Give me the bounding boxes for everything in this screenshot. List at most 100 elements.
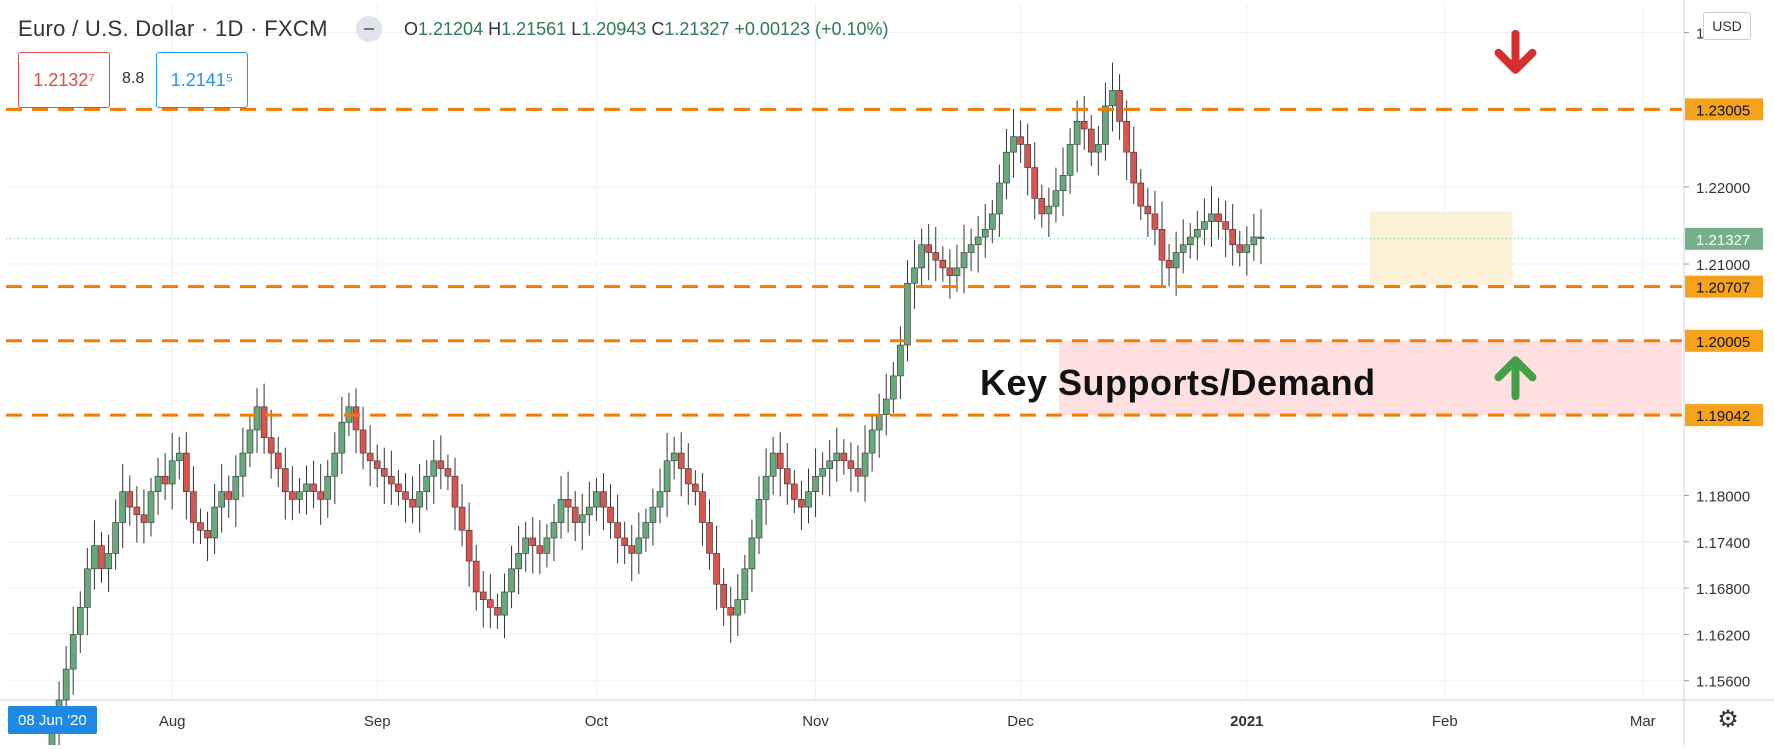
candle-body (741, 568, 749, 600)
low-label: L (571, 19, 582, 39)
candle-body (105, 553, 112, 570)
candle-body (197, 522, 204, 531)
candle-body (494, 607, 501, 616)
time-tick-label: Sep (364, 713, 391, 730)
candle-body (338, 421, 346, 454)
candle-body (656, 491, 664, 508)
candle-body (1010, 136, 1017, 153)
candle-body (684, 468, 692, 485)
open-value: 1.21204 (418, 19, 484, 39)
candle-body (776, 452, 784, 469)
current-price-tag (1685, 227, 1763, 250)
candle-body (487, 599, 494, 608)
candle-body (1243, 244, 1251, 253)
price-tick-label: 1.15600 (1696, 674, 1750, 691)
level-price-tag (1685, 329, 1763, 352)
price-tick-label: 1.16800 (1696, 581, 1750, 598)
candle-body (642, 522, 650, 539)
candle-body (388, 475, 395, 485)
time-axis[interactable]: Aug Sep Oct Nov Dec 2021 Feb Mar (159, 713, 1656, 730)
candle-body (218, 491, 225, 508)
candle-body (699, 491, 706, 523)
candle-body (352, 406, 360, 431)
candle-body (119, 491, 126, 523)
candle-body (1229, 229, 1236, 246)
candle-body (946, 267, 954, 276)
candle-body (1208, 213, 1215, 222)
candle-body (479, 591, 487, 600)
candle-body (1024, 144, 1031, 168)
collapse-icon[interactable] (356, 16, 382, 42)
candle-body (670, 452, 678, 462)
candle-body (310, 483, 317, 492)
sell-button[interactable]: 1.2132⁷ (18, 52, 110, 108)
candle-body (140, 514, 148, 523)
candle-body (416, 491, 423, 508)
currency-button[interactable]: USD (1703, 12, 1751, 40)
level-price-tag (1685, 275, 1763, 298)
candle-body (953, 267, 961, 276)
candle-body (677, 452, 685, 469)
candle-body (692, 483, 699, 492)
candle-body (458, 506, 466, 531)
candle-body (861, 452, 869, 477)
candle-body (1257, 236, 1265, 239)
candle-body (1038, 198, 1046, 215)
candle-body (1186, 236, 1194, 246)
candle-body (904, 283, 911, 346)
candle-body (168, 460, 176, 485)
candle-body (331, 452, 339, 477)
symbol-title[interactable]: Euro / U.S. Dollar · 1D · FXCM (18, 16, 328, 41)
high-label: H (488, 19, 502, 39)
candle-body (833, 452, 841, 462)
candle-body (607, 506, 614, 523)
candle-body (897, 344, 904, 377)
level-price-label: 1.23005 (1696, 102, 1750, 119)
candle-body (359, 429, 367, 454)
candle-body (430, 460, 438, 477)
candle-body (529, 537, 537, 546)
candle-body (1172, 252, 1180, 269)
change-value: +0.00123 (+0.10%) (734, 19, 889, 39)
candle-body (282, 468, 289, 492)
candle-body (1222, 221, 1229, 230)
candle-body (1017, 136, 1024, 145)
candle-body (1116, 90, 1123, 122)
candle-body (819, 468, 826, 477)
gear-icon[interactable]: ⚙ (1717, 706, 1739, 733)
candle-body (303, 483, 310, 492)
time-tick-label: Mar (1630, 713, 1656, 730)
candle-body (727, 607, 735, 616)
time-tick-label: Dec (1007, 713, 1034, 730)
spread-value: 8.8 (122, 70, 145, 87)
candle-body (289, 491, 296, 500)
price-axis[interactable]: 1.15600 1.16200 1.16800 1.17400 1.18000 1.210… (1684, 26, 1763, 691)
candle-body (996, 182, 1003, 215)
candle-body (91, 545, 98, 570)
candle-body (1003, 151, 1010, 184)
candle-body (324, 475, 332, 500)
buy-button[interactable]: 1.2141⁵ (156, 52, 248, 108)
candle-body (960, 252, 968, 269)
candle-body (748, 537, 756, 570)
candle-body (1179, 244, 1187, 253)
candle-body (578, 514, 586, 523)
candle-body (204, 529, 211, 539)
candle-body (465, 529, 473, 562)
candle-body (126, 491, 134, 508)
candle-body (522, 537, 529, 554)
candle-body (112, 522, 119, 554)
candle-body (550, 522, 558, 539)
time-tick-label: Oct (585, 713, 609, 730)
candle-body (593, 491, 600, 508)
candle-body (925, 244, 932, 253)
candle-body (1250, 236, 1258, 246)
candle-body (720, 583, 727, 608)
candle-body (239, 452, 247, 477)
open-label: O (404, 19, 419, 39)
consolidation-box (1370, 211, 1513, 285)
candle-body (536, 545, 544, 554)
level-price-label: 1.19042 (1696, 408, 1750, 425)
